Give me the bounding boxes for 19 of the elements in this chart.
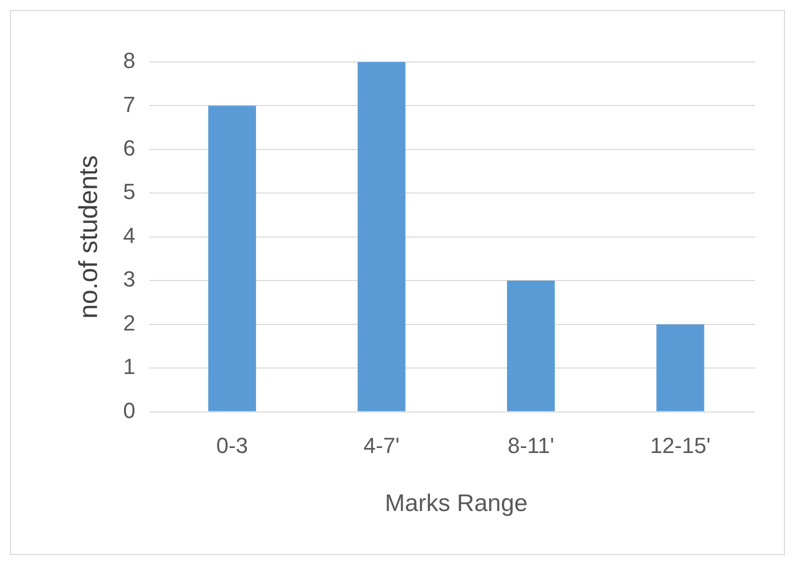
- y-tick-label: 8: [123, 48, 136, 74]
- bar: [208, 106, 256, 412]
- y-tick-label: 7: [123, 92, 136, 117]
- x-tick-label: 8-11': [508, 433, 554, 458]
- x-axis-title: Marks Range: [384, 490, 528, 518]
- x-tick-label: 0-3: [216, 433, 248, 458]
- bar: [656, 324, 704, 412]
- y-tick-label: 0: [123, 398, 136, 423]
- y-tick-label: 5: [123, 179, 136, 204]
- bar: [507, 280, 555, 412]
- y-axis-title: no.of students: [72, 155, 103, 319]
- y-tick-label: 1: [123, 354, 136, 380]
- y-tick-label: 4: [123, 222, 136, 248]
- x-tick-label: 12-15': [650, 433, 711, 458]
- y-tick-label: 6: [123, 136, 136, 161]
- y-tick-label: 2: [123, 310, 136, 336]
- bar: [358, 62, 406, 412]
- y-tick-label: 3: [123, 266, 136, 292]
- x-tick-label: 4-7': [364, 433, 400, 458]
